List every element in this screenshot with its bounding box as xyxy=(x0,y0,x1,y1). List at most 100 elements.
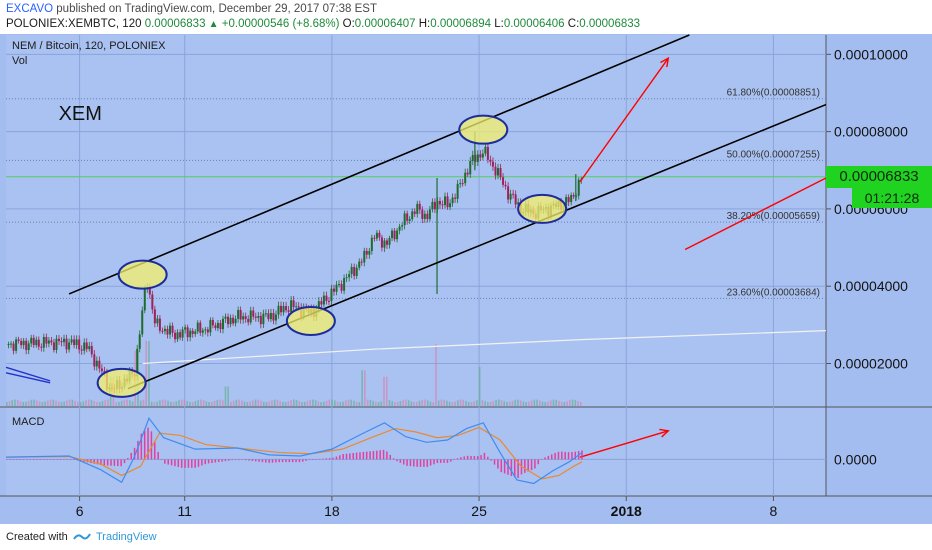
volume-bar xyxy=(410,401,413,406)
candle-body xyxy=(287,310,290,312)
candle-body xyxy=(65,338,68,350)
candle-body xyxy=(229,317,232,325)
macd-histogram-bar xyxy=(63,458,65,460)
tradingview-brand[interactable]: TradingView xyxy=(96,531,157,543)
candle-body xyxy=(297,306,300,308)
volume-bar xyxy=(569,400,571,406)
forecast-arrow xyxy=(579,57,669,183)
candle-body xyxy=(517,202,520,205)
wedge-line xyxy=(5,372,51,384)
volume-bar xyxy=(150,401,153,406)
volume-bar xyxy=(344,400,347,406)
forecast-arrows[interactable] xyxy=(579,56,827,458)
macd-histogram-bar xyxy=(493,459,496,465)
projection-line xyxy=(684,177,827,251)
macd-histogram-bar xyxy=(154,441,156,460)
macd-histogram-bar xyxy=(567,452,570,460)
trend-lines[interactable] xyxy=(5,34,827,390)
macd-histogram-bar xyxy=(39,459,42,460)
tradingview-logo-icon[interactable] xyxy=(73,531,91,543)
author-link[interactable]: EXCAVO xyxy=(6,3,54,15)
candle-body xyxy=(68,342,71,350)
volume-bar xyxy=(364,370,366,406)
candle-body xyxy=(360,261,363,263)
bar-countdown-tag: 01:21:28 xyxy=(852,187,932,208)
candle-body xyxy=(507,186,510,200)
candle-body xyxy=(418,203,421,210)
candle-body xyxy=(272,312,275,321)
volume-bar xyxy=(93,401,96,406)
candle-body xyxy=(464,172,467,184)
footer: Created with TradingView xyxy=(0,524,932,550)
candle-body xyxy=(22,340,25,346)
macd-histogram-bar xyxy=(392,458,395,460)
candle-body xyxy=(383,240,386,248)
candle-body xyxy=(416,203,419,214)
candle-body xyxy=(52,342,55,351)
volume-bar xyxy=(495,399,497,406)
macd-histogram-bar xyxy=(130,452,132,460)
forecast-arrow-head xyxy=(660,56,670,68)
candle-body xyxy=(456,183,459,199)
macd-histogram-bar xyxy=(117,459,119,467)
highlight-ellipses[interactable] xyxy=(96,114,568,398)
volume-bar xyxy=(178,400,180,406)
volume-bar xyxy=(407,400,410,406)
volume-bar xyxy=(216,399,219,406)
macd-histogram-bar xyxy=(406,459,408,466)
candle-body xyxy=(373,237,376,239)
volume-bar xyxy=(476,400,478,406)
volume-bar xyxy=(435,344,437,406)
volume-bar xyxy=(260,400,262,406)
macd-histogram-bar xyxy=(56,458,58,460)
annotation-xem[interactable]: XEM xyxy=(59,103,102,125)
candle-body xyxy=(244,316,247,319)
candle-body xyxy=(380,237,383,248)
macd-histogram-bar xyxy=(261,459,264,463)
volume-bar xyxy=(298,401,301,406)
candle-body xyxy=(15,339,18,351)
macd-histogram-bar xyxy=(503,459,506,474)
volume-bar xyxy=(462,399,465,406)
macd-histogram-bar xyxy=(66,458,69,460)
candle-body xyxy=(239,310,242,320)
macd-histogram-bar xyxy=(443,459,445,463)
volume-bar xyxy=(506,402,508,406)
candle-body xyxy=(509,193,512,200)
candle-body xyxy=(80,349,83,351)
volume-bar xyxy=(405,399,407,406)
macd-indicator xyxy=(5,417,583,485)
candle-body xyxy=(322,295,325,305)
volume-bar xyxy=(19,401,22,406)
macd-histogram-bar xyxy=(133,447,136,460)
macd-histogram-bar xyxy=(29,459,32,460)
volume-bar xyxy=(577,401,579,406)
macd-histogram-bar xyxy=(561,451,563,460)
candle-body xyxy=(20,340,23,346)
candle-body xyxy=(191,330,194,334)
macd-histogram-bar xyxy=(433,459,435,465)
macd-histogram-bar xyxy=(244,459,247,461)
volume-bar xyxy=(268,401,270,406)
macd-histogram-bar xyxy=(217,459,220,463)
volume-bar xyxy=(22,402,24,406)
volume-bar xyxy=(202,400,205,406)
macd-histogram-bar xyxy=(487,456,489,460)
candle-body xyxy=(252,310,255,317)
volume-bar xyxy=(555,399,557,406)
volume-bar xyxy=(533,399,536,406)
volume-bar xyxy=(566,401,568,406)
candle-body xyxy=(60,341,63,343)
candle-body xyxy=(497,168,499,176)
macd-histogram-bar xyxy=(137,440,139,460)
macd-histogram-bar xyxy=(332,457,334,460)
current-price-tag: 0.00006833 xyxy=(826,165,932,188)
candle-body xyxy=(285,306,288,311)
candle-body xyxy=(343,278,346,291)
volume-bar xyxy=(536,399,538,406)
volume-bar xyxy=(470,402,473,406)
volume-bar xyxy=(115,402,117,406)
volume-bar xyxy=(437,400,440,406)
macd-histogram-bar xyxy=(517,459,519,478)
